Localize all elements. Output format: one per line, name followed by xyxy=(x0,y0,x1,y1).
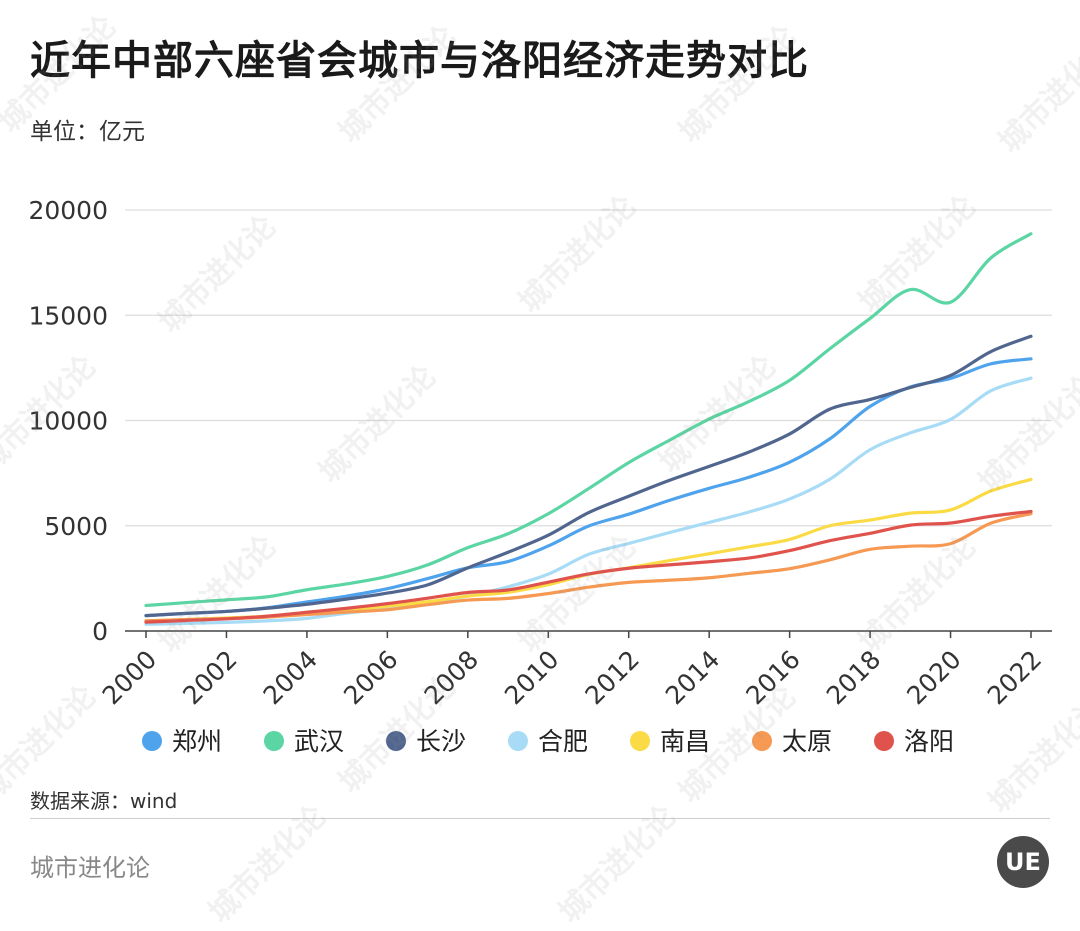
x-tick-label: 2002 xyxy=(177,645,242,710)
legend-label: 太原 xyxy=(782,727,832,756)
series-line-7 xyxy=(144,509,1033,624)
legend-marker xyxy=(264,731,284,751)
y-tick-label: 5000 xyxy=(44,512,108,541)
legend-marker xyxy=(630,731,650,751)
source-label: 数据来源：wind xyxy=(30,789,178,813)
line-chart: 0 5000 10000 15000 20000 2000 2002 2004 2006 2008… xyxy=(28,196,1052,756)
divider xyxy=(30,818,1050,819)
legend-label: 南昌 xyxy=(660,727,710,756)
series-line-1 xyxy=(144,357,1033,618)
x-tick-label: 2010 xyxy=(499,645,564,710)
legend-label: 武汉 xyxy=(294,727,344,756)
series-line-3 xyxy=(144,334,1033,618)
brand-name: 城市进化论 xyxy=(30,854,150,882)
x-tick-label: 2020 xyxy=(901,645,966,710)
x-tick-label: 2006 xyxy=(338,645,403,710)
watermark: 城市进化论 xyxy=(552,799,683,930)
series-line-4 xyxy=(144,376,1033,626)
y-tick-label: 20000 xyxy=(28,196,108,225)
y-tick-label: 0 xyxy=(92,617,108,646)
x-tick-label: 2014 xyxy=(660,645,725,710)
series-line-5 xyxy=(144,477,1033,623)
series-line-6 xyxy=(144,512,1033,623)
legend-marker xyxy=(386,731,406,751)
x-tick-label: 2000 xyxy=(97,645,162,710)
brand-logo: UE xyxy=(997,836,1049,888)
chart-title: 近年中部六座省会城市与洛阳经济走势对比 xyxy=(30,38,809,84)
y-tick-label: 10000 xyxy=(28,407,108,436)
unit-label: 单位：亿元 xyxy=(30,119,145,145)
x-tick-label: 2004 xyxy=(258,645,323,710)
x-tick-label: 2022 xyxy=(982,645,1047,710)
legend-marker xyxy=(508,731,528,751)
legend-marker xyxy=(752,731,772,751)
legend-label: 合肥 xyxy=(538,727,588,756)
watermark: 城市进化论 xyxy=(202,799,333,930)
x-tick-label: 2016 xyxy=(740,645,805,710)
legend-label: 洛阳 xyxy=(904,727,954,756)
y-tick-label: 15000 xyxy=(28,301,108,330)
legend-label: 郑州 xyxy=(172,727,222,756)
legend-label: 长沙 xyxy=(416,727,466,756)
legend-marker xyxy=(874,731,894,751)
legend-marker xyxy=(142,731,162,751)
x-tick-label: 2008 xyxy=(419,645,484,710)
x-tick-label: 2012 xyxy=(579,645,644,710)
series-line-2 xyxy=(144,232,1033,608)
x-tick-label: 2018 xyxy=(821,645,886,710)
